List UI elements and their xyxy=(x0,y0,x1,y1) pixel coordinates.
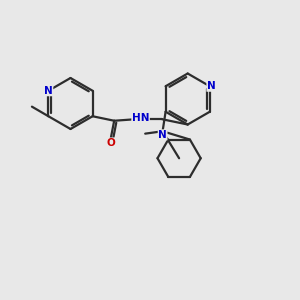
Text: N: N xyxy=(158,130,167,140)
Text: N: N xyxy=(44,86,53,96)
Text: N: N xyxy=(207,81,216,91)
Text: O: O xyxy=(106,138,115,148)
Text: HN: HN xyxy=(132,113,149,123)
